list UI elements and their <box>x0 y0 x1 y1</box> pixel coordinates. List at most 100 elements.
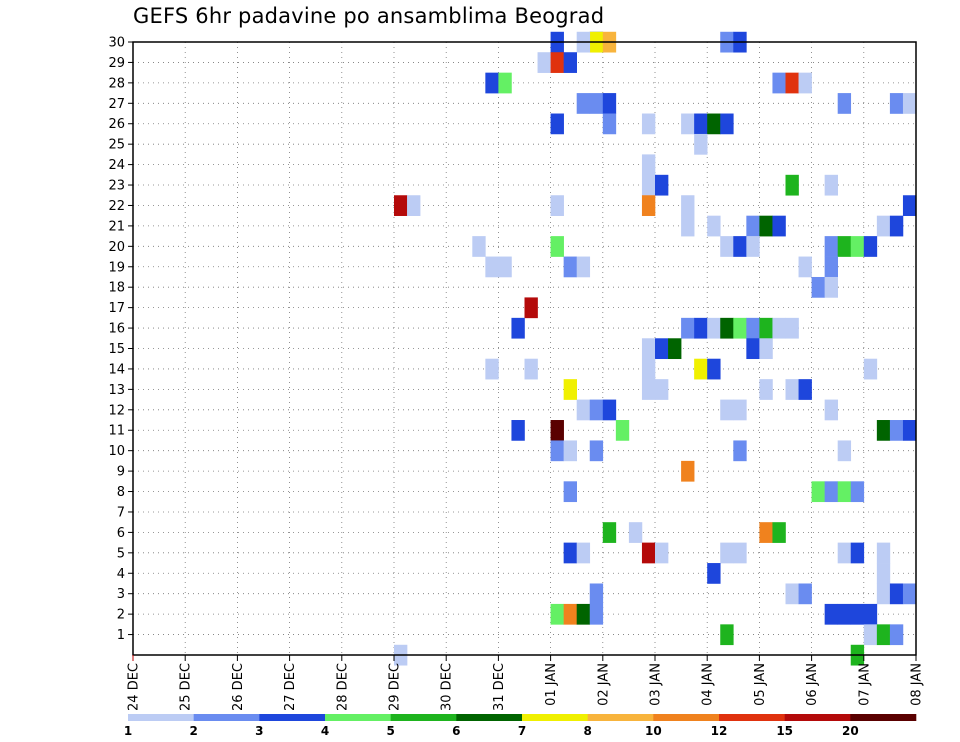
heatmap-cell <box>772 317 786 339</box>
heatmap-cell <box>550 420 564 441</box>
heatmap-cell <box>902 420 917 441</box>
y-tick-label: 2 <box>117 608 125 623</box>
heatmap-cell <box>863 603 878 625</box>
grid-lines <box>133 41 916 655</box>
y-tick-label: 13 <box>108 383 125 398</box>
heatmap-cell <box>694 113 708 135</box>
x-tick-label: 07 JAN <box>857 663 872 706</box>
heatmap-cell <box>824 481 838 503</box>
heatmap-cell <box>589 93 604 114</box>
heatmap-cell <box>837 236 852 257</box>
y-tick-label: 19 <box>108 260 125 275</box>
y-tick-label: 11 <box>108 424 125 439</box>
heatmap-cell <box>563 379 577 400</box>
heatmap-cell <box>746 338 760 360</box>
heatmap-cell <box>824 256 838 278</box>
heatmap-cell <box>850 542 865 564</box>
heatmap-cell <box>707 358 721 380</box>
y-tick-label: 30 <box>108 36 125 51</box>
heatmap-cell <box>641 113 656 135</box>
heatmap-cell <box>589 440 604 462</box>
heatmap-cell <box>733 542 747 564</box>
heatmap-cell <box>602 113 617 135</box>
colorbar-segment <box>259 714 326 721</box>
heatmap-cell <box>850 236 865 257</box>
y-tick-label: 22 <box>108 199 125 214</box>
x-tick-label: 06 JAN <box>805 663 820 706</box>
x-tick-label: 26 DEC <box>231 663 246 711</box>
heatmap-cell <box>681 195 695 216</box>
heatmap-cell <box>798 583 812 605</box>
colorbar-label: 10 <box>645 724 662 738</box>
heatmap-cell <box>576 399 591 421</box>
heatmap-cell <box>602 399 617 421</box>
heatmap-cell <box>563 603 577 625</box>
heatmap-cell <box>641 379 656 400</box>
heatmap-cell <box>563 440 577 462</box>
colorbar-segment <box>719 714 785 721</box>
x-tick-label: 28 DEC <box>335 663 350 711</box>
heatmap-cell <box>681 460 695 482</box>
y-tick-label: 15 <box>108 342 125 357</box>
heatmap-cell <box>824 603 838 625</box>
heatmap-cell <box>498 72 512 94</box>
x-tick-label: 08 JAN <box>910 663 925 706</box>
y-tick-label: 7 <box>117 505 125 520</box>
heatmap-cell <box>798 379 812 400</box>
y-tick-label: 28 <box>108 76 125 91</box>
colorbar-label: 8 <box>583 724 591 738</box>
heatmap-cell <box>746 215 760 237</box>
heatmap-cell <box>694 358 708 380</box>
heatmap-cell <box>707 113 721 135</box>
colorbar-segment <box>193 714 260 721</box>
y-tick-label: 17 <box>108 301 125 316</box>
heatmap-cell <box>668 338 682 360</box>
heatmap-cell <box>655 542 669 564</box>
y-tick-label: 21 <box>108 219 125 234</box>
heatmap-cell <box>550 113 564 135</box>
x-tick-label: 05 JAN <box>753 663 768 706</box>
heatmap-cell <box>720 542 734 564</box>
heatmap-cell <box>602 522 617 543</box>
heatmap-cell <box>772 72 786 94</box>
heatmap-cell <box>902 195 917 216</box>
heatmap-cell <box>759 522 773 543</box>
heatmap-cell <box>550 236 564 257</box>
heatmap-cell <box>876 215 891 237</box>
y-tick-label: 5 <box>117 546 125 561</box>
colorbar-segment <box>128 714 194 721</box>
heatmap-cell <box>824 236 838 257</box>
y-tick-label: 6 <box>117 526 125 541</box>
heatmap-cell <box>759 379 773 400</box>
heatmap-cell <box>837 542 852 564</box>
heatmap-cell <box>889 624 904 646</box>
colorbar-segment <box>390 714 457 721</box>
heatmap-cell <box>407 195 421 216</box>
colorbar: 1 2 3 4 5 6 7 8 10 12 15 20 <box>124 714 917 738</box>
heatmap-cell <box>537 52 551 73</box>
heatmap-cell <box>824 276 838 298</box>
heatmap-cell <box>641 174 656 196</box>
heatmap-cell <box>655 174 669 196</box>
heatmap-cell <box>876 420 891 441</box>
x-tick-label: 01 JAN <box>544 663 559 706</box>
heatmap-cell <box>720 399 734 421</box>
heatmap-cell <box>472 236 486 257</box>
heatmap-cell <box>785 317 799 339</box>
y-tick-label: 27 <box>108 97 125 112</box>
y-tick-label: 10 <box>108 444 125 459</box>
y-tick-label: 23 <box>108 179 125 194</box>
heatmap-cell <box>876 624 891 646</box>
heatmap-cell <box>889 420 904 441</box>
heatmap-cell <box>720 624 734 646</box>
heatmap-cell <box>550 52 564 73</box>
heatmap-cell <box>602 93 617 114</box>
colorbar-label: 4 <box>321 724 329 738</box>
colorbar-segment <box>587 714 654 721</box>
heatmap-cell <box>876 563 891 584</box>
x-tick-label: 04 JAN <box>701 663 716 706</box>
chart-title: GEFS 6hr padavine po ansamblima Beograd <box>133 4 605 28</box>
y-tick-label: 18 <box>108 281 125 296</box>
heatmap-cell <box>641 195 656 216</box>
heatmap-cell <box>576 542 591 564</box>
